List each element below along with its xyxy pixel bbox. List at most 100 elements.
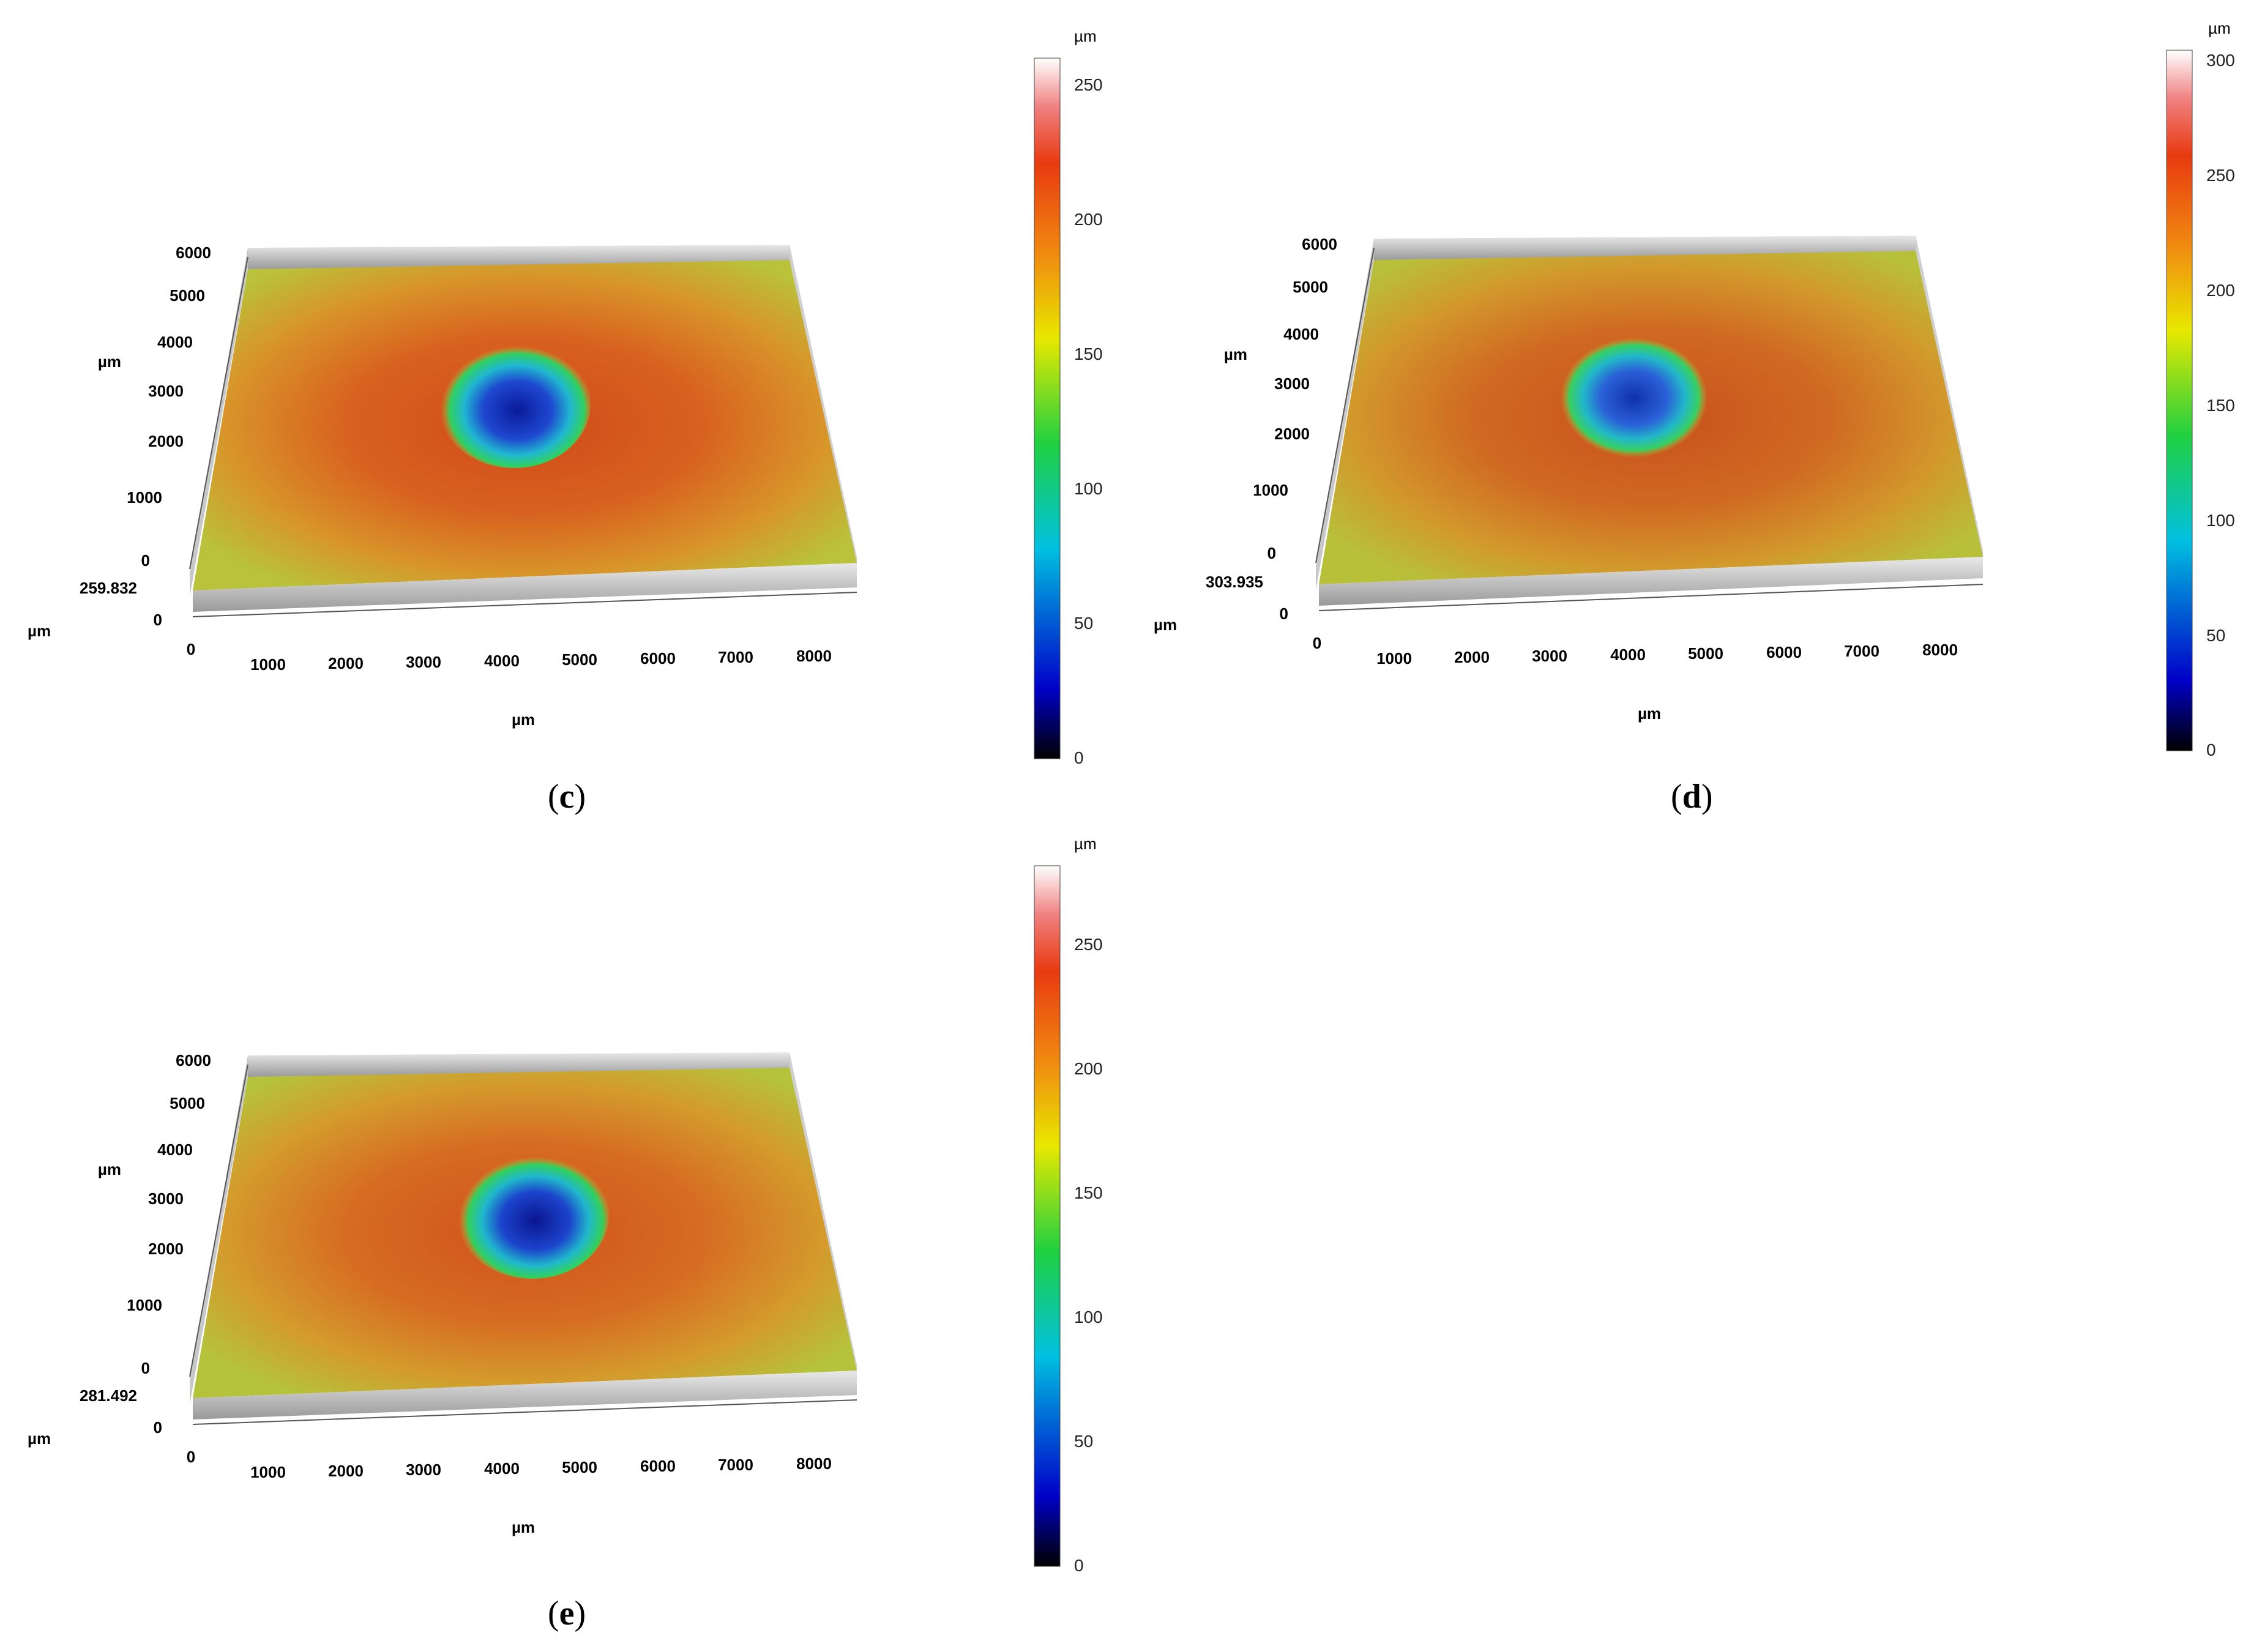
surface-plot-d: 6000 5000 4000 3000 2000 1000 0 µm 303.9…: [1154, 19, 2235, 759]
y-tick: 4000: [157, 333, 193, 351]
y-unit: µm: [98, 1160, 121, 1178]
colorbar-tick: 50: [1074, 614, 1093, 633]
colorbar-unit: µm: [2208, 19, 2231, 37]
colorbar: µm 0 50 100 150 200 250 300: [2166, 19, 2235, 759]
front-wall: [193, 563, 857, 612]
y-tick: 5000: [170, 286, 205, 305]
colorbar-tick: 200: [1074, 1059, 1103, 1078]
x-tick: 7000: [1844, 642, 1880, 660]
x-tick: 8000: [796, 647, 832, 665]
x-axis: 0 1000 2000 3000 4000 5000 6000 7000 800…: [1313, 584, 1984, 723]
colorbar-tick: 100: [1074, 1308, 1103, 1326]
x-tick: 6000: [640, 1457, 676, 1475]
z-max-label: 281.492: [80, 1386, 137, 1405]
x-tick: 7000: [718, 648, 753, 666]
y-unit: µm: [98, 352, 121, 371]
x-unit: µm: [512, 1518, 535, 1536]
y-tick: 1000: [127, 488, 162, 507]
caption-d: (d): [1671, 778, 1713, 816]
z-min-label: 0: [154, 1418, 162, 1437]
y-unit: µm: [1224, 345, 1247, 363]
front-wall: [193, 1371, 857, 1419]
colorbar-tick: 300: [2206, 51, 2235, 70]
x-axis: 0 1000 2000 3000 4000 5000 6000 7000 800…: [187, 592, 857, 729]
x-tick: 2000: [1454, 648, 1490, 666]
front-wall: [1319, 557, 1983, 606]
y-tick: 6000: [176, 244, 211, 262]
colorbar-unit: µm: [1074, 835, 1097, 853]
x-tick: 1000: [250, 1463, 286, 1481]
colorbar: µm 0 50 100 150 200 250: [1034, 835, 1103, 1575]
colorbar-tick: 150: [1074, 1183, 1103, 1202]
x-tick: 0: [187, 1448, 195, 1466]
y-tick: 4000: [157, 1140, 193, 1159]
colorbar-tick: 50: [2206, 626, 2225, 645]
colorbar-tick: 0: [1074, 1556, 1084, 1575]
colorbar-tick: 250: [1074, 935, 1103, 954]
x-tick: 6000: [1766, 643, 1802, 661]
colorbar-tick: 200: [1074, 210, 1103, 229]
x-tick: 3000: [406, 1460, 441, 1479]
x-tick: 6000: [640, 649, 676, 668]
y-tick: 2000: [1274, 425, 1310, 443]
x-tick: 5000: [1688, 644, 1723, 663]
y-axis: 6000 5000 4000 3000 2000 1000 0 µm: [98, 244, 248, 570]
z-min-label: 0: [1280, 605, 1288, 623]
y-tick: 6000: [1302, 235, 1337, 253]
y-tick: 3000: [1274, 374, 1310, 393]
colorbar-tick: 150: [2206, 396, 2235, 415]
y-tick: 2000: [148, 1240, 184, 1258]
x-tick: 1000: [1376, 649, 1412, 668]
colorbar-tick: 150: [1074, 344, 1103, 363]
colorbar-tick: 200: [2206, 281, 2235, 300]
x-unit: µm: [512, 710, 535, 729]
x-tick: 4000: [1610, 646, 1646, 664]
y-tick: 6000: [176, 1051, 211, 1070]
colorbar-tick: 250: [2206, 166, 2235, 185]
pit: [438, 340, 591, 468]
y-axis: 6000 5000 4000 3000 2000 1000 0 µm: [1224, 235, 1375, 564]
y-tick: 3000: [148, 1189, 184, 1208]
x-tick: 4000: [484, 1459, 520, 1478]
z-unit: µm: [1154, 616, 1177, 634]
surface-plot-e: 6000 5000 4000 3000 2000 1000 0 µm 281.4…: [28, 835, 1103, 1575]
y-tick: 1000: [1253, 481, 1288, 499]
y-tick: 2000: [148, 432, 184, 450]
x-tick: 0: [187, 640, 195, 658]
y-tick: 0: [141, 1359, 150, 1377]
pit: [456, 1150, 609, 1279]
colorbar-tick: 250: [1074, 75, 1103, 94]
x-tick: 4000: [484, 652, 520, 670]
y-tick: 0: [141, 551, 150, 570]
z-max-label: 259.832: [80, 579, 137, 597]
colorbar-unit: µm: [1074, 27, 1097, 45]
caption-c: (c): [548, 778, 586, 816]
x-tick: 7000: [718, 1456, 753, 1474]
x-tick: 3000: [1532, 647, 1567, 665]
y-tick: 5000: [170, 1094, 205, 1112]
panel-d: 6000 5000 4000 3000 2000 1000 0 µm 303.9…: [1138, 0, 2251, 816]
panel-e: 6000 5000 4000 3000 2000 1000 0 µm 281.4…: [0, 808, 1138, 1652]
x-tick: 1000: [250, 655, 286, 674]
x-tick: 5000: [562, 650, 597, 669]
x-tick: 8000: [1922, 641, 1958, 659]
colorbar: µm 0 50 100 150 200 250: [1034, 27, 1103, 767]
y-tick: 0: [1267, 544, 1276, 562]
colorbar-tick: 0: [1074, 748, 1084, 767]
surface-plot-c: 6000 5000 4000 3000 2000 1000 0 µm 259.8…: [28, 27, 1103, 767]
z-min-label: 0: [154, 611, 162, 629]
caption-e: (e): [548, 1594, 586, 1632]
x-tick: 2000: [328, 1462, 364, 1480]
y-tick: 5000: [1293, 278, 1328, 296]
y-tick: 3000: [148, 382, 184, 400]
colorbar-tick: 100: [1074, 479, 1103, 498]
x-tick: 8000: [796, 1454, 832, 1473]
x-tick: 0: [1313, 634, 1321, 652]
panel-c: 6000 5000 4000 3000 2000 1000 0 µm 259.8…: [0, 0, 1138, 816]
z-max-label: 303.935: [1206, 573, 1263, 591]
x-axis: 0 1000 2000 3000 4000 5000 6000 7000 800…: [187, 1399, 857, 1536]
z-unit: µm: [28, 622, 51, 640]
x-tick: 2000: [328, 654, 364, 672]
colorbar-tick: 0: [2206, 740, 2216, 759]
y-tick: 1000: [127, 1296, 162, 1314]
